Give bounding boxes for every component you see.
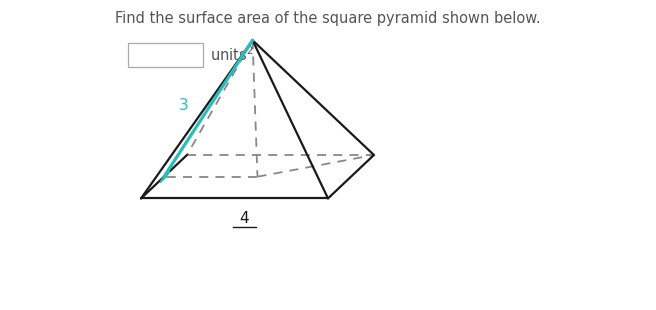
FancyBboxPatch shape (128, 43, 203, 67)
Text: Find the surface area of the square pyramid shown below.: Find the surface area of the square pyra… (115, 11, 541, 26)
Text: 3: 3 (178, 98, 188, 113)
Text: 4: 4 (239, 211, 249, 226)
Text: units$^2$: units$^2$ (210, 46, 253, 64)
